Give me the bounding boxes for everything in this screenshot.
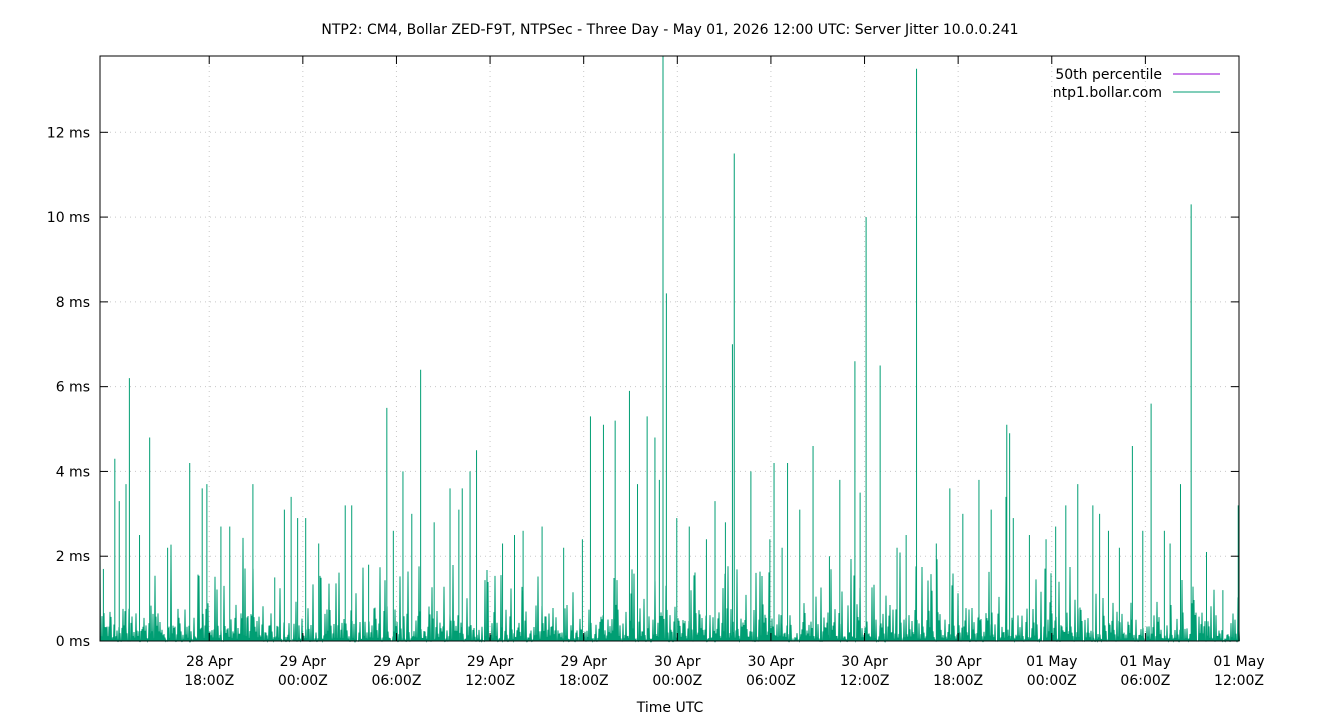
legend: 50th percentile ntp1.bollar.com <box>1053 67 1220 101</box>
x-tick-label-date: 01 May <box>1120 654 1171 670</box>
y-tick-label: 4 ms <box>56 464 90 480</box>
x-tick-label-date: 29 Apr <box>373 654 420 670</box>
x-tick-label-date: 29 Apr <box>560 654 607 670</box>
x-tick-label-date: 30 Apr <box>841 654 888 670</box>
x-tick-label-date: 29 Apr <box>280 654 327 670</box>
legend-label: 50th percentile <box>1055 67 1162 83</box>
x-tick-label-date: 01 May <box>1213 654 1264 670</box>
x-tick-label-date: 30 Apr <box>935 654 982 670</box>
y-tick-label: 10 ms <box>47 210 90 226</box>
x-tick-label-time: 12:00Z <box>1214 673 1264 689</box>
x-tick-label-time: 12:00Z <box>465 673 515 689</box>
x-tick-label-time: 06:00Z <box>1120 673 1170 689</box>
jitter-baseline <box>99 537 1240 643</box>
x-tick-label-time: 18:00Z <box>184 673 234 689</box>
x-tick-label-date: 01 May <box>1026 654 1077 670</box>
chart-title: NTP2: CM4, Bollar ZED-F9T, NTPSec - Thre… <box>321 22 1018 38</box>
grid-lines <box>100 56 1239 641</box>
legend-label: ntp1.bollar.com <box>1053 85 1162 101</box>
y-tick-label: 8 ms <box>56 295 90 311</box>
x-tick-label-date: 30 Apr <box>654 654 701 670</box>
x-tick-label-date: 28 Apr <box>186 654 233 670</box>
x-tick-label-time: 18:00Z <box>933 673 983 689</box>
x-tick-label-time: 18:00Z <box>559 673 609 689</box>
axis-ticks: 0 ms 2 ms 4 ms 6 ms 8 ms 10 ms 12 ms 28 Apr 18:0… <box>47 56 1265 689</box>
x-tick-label-time: 12:00Z <box>840 673 890 689</box>
x-tick-label-date: 30 Apr <box>748 654 795 670</box>
plot-border <box>99 55 1240 642</box>
x-tick-label-time: 06:00Z <box>746 673 796 689</box>
y-tick-label: 6 ms <box>56 380 90 396</box>
x-tick-label-date: 29 Apr <box>467 654 514 670</box>
x-tick-label-time: 00:00Z <box>652 673 702 689</box>
series-layer <box>99 56 1240 643</box>
y-tick-label: 0 ms <box>56 634 90 650</box>
x-tick-label-time: 00:00Z <box>278 673 328 689</box>
y-tick-label: 12 ms <box>47 125 90 141</box>
x-tick-label-time: 06:00Z <box>371 673 421 689</box>
x-tick-label-time: 00:00Z <box>1027 673 1077 689</box>
y-tick-label: 2 ms <box>56 549 90 565</box>
x-axis-label: Time UTC <box>636 700 704 716</box>
